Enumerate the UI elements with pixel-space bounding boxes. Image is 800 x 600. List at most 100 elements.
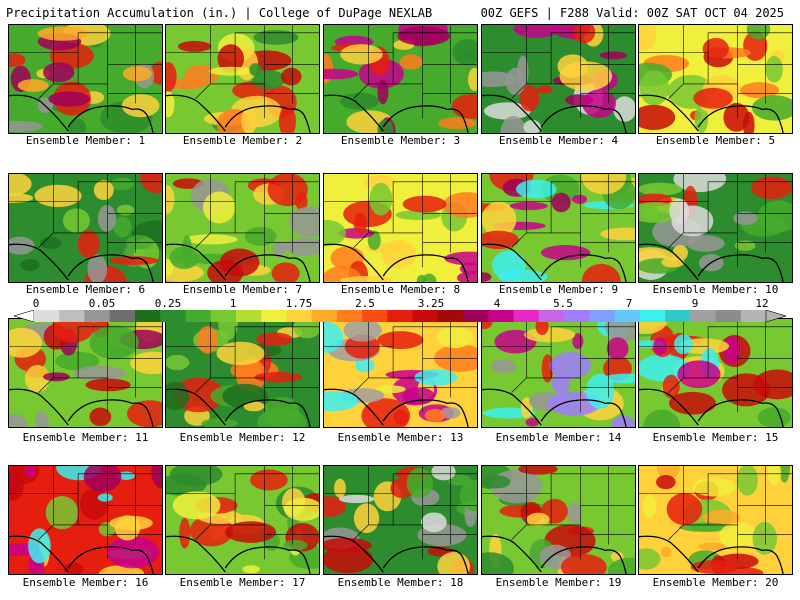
ensemble-member-label: Ensemble Member: 20 bbox=[652, 576, 779, 589]
colorbar-segment bbox=[160, 310, 186, 322]
precip-area bbox=[669, 391, 716, 415]
precip-area bbox=[523, 119, 541, 133]
precip-area bbox=[765, 55, 783, 83]
precip-area bbox=[25, 466, 36, 478]
ensemble-member-label: Ensemble Member: 19 bbox=[495, 576, 622, 589]
precip-area bbox=[108, 256, 159, 266]
precip-area bbox=[87, 254, 108, 282]
precip-area bbox=[572, 194, 588, 204]
state-border bbox=[9, 32, 162, 53]
precip-area bbox=[694, 103, 709, 133]
precip-area bbox=[52, 319, 95, 343]
precip-area bbox=[126, 400, 162, 427]
precip-area bbox=[661, 257, 685, 268]
precip-area bbox=[169, 466, 223, 487]
colorbar-segment bbox=[538, 310, 565, 322]
precip-area bbox=[505, 67, 526, 96]
state-border bbox=[9, 326, 162, 347]
chart-title: Precipitation Accumulation (in.) | Colle… bbox=[6, 6, 433, 20]
state-border bbox=[166, 326, 319, 347]
precip-area bbox=[752, 521, 777, 555]
precip-area bbox=[377, 79, 389, 105]
state-border bbox=[166, 181, 319, 202]
precip-area bbox=[482, 201, 517, 238]
precip-area bbox=[324, 219, 346, 247]
precip-area bbox=[218, 319, 238, 341]
colorbar-segment bbox=[513, 310, 540, 322]
precip-area bbox=[45, 496, 79, 530]
precip-map bbox=[9, 25, 162, 133]
precip-area bbox=[9, 53, 26, 67]
precip-area bbox=[179, 517, 191, 549]
precip-area bbox=[166, 258, 174, 277]
precip-area bbox=[482, 475, 511, 489]
precip-area bbox=[85, 378, 131, 392]
precip-area bbox=[399, 54, 423, 70]
state-border bbox=[324, 181, 477, 202]
state-border bbox=[707, 493, 738, 526]
state-border bbox=[482, 473, 635, 494]
precip-area bbox=[283, 539, 308, 551]
colorbar-segment bbox=[362, 310, 388, 322]
precip-area bbox=[40, 236, 62, 250]
state-border bbox=[482, 181, 635, 202]
precip-area bbox=[369, 182, 393, 216]
state-border bbox=[324, 473, 477, 494]
state-border bbox=[668, 524, 709, 540]
precip-map bbox=[639, 466, 792, 574]
precip-area bbox=[363, 174, 396, 189]
precip-area bbox=[452, 38, 477, 66]
precip-area bbox=[751, 176, 792, 200]
precip-area bbox=[354, 358, 375, 373]
precip-area bbox=[540, 244, 591, 261]
precip-area bbox=[340, 92, 380, 110]
precip-area bbox=[343, 319, 382, 342]
colorbar-segment bbox=[34, 310, 60, 322]
precip-area bbox=[549, 351, 591, 380]
state-border bbox=[639, 473, 792, 494]
precip-area bbox=[9, 469, 24, 501]
precip-area bbox=[639, 104, 676, 130]
ensemble-member-label: Ensemble Member: 13 bbox=[337, 431, 464, 444]
colorbar-max-arrow bbox=[765, 310, 786, 322]
precip-area bbox=[402, 195, 447, 213]
precip-area bbox=[525, 417, 540, 427]
colorbar-segment bbox=[261, 310, 287, 322]
precip-area bbox=[272, 240, 286, 258]
precip-area bbox=[722, 373, 771, 407]
precip-area bbox=[692, 477, 736, 497]
state-border bbox=[38, 377, 79, 393]
precip-area bbox=[116, 204, 135, 216]
precip-area bbox=[24, 365, 50, 393]
precip-area bbox=[324, 321, 344, 353]
precip-area bbox=[524, 327, 576, 343]
state-border bbox=[707, 346, 738, 379]
colorbar-segment bbox=[59, 310, 85, 322]
state-border bbox=[353, 524, 394, 540]
colorbar-segment bbox=[488, 310, 515, 322]
precip-area bbox=[607, 557, 635, 574]
precip-area bbox=[431, 466, 456, 481]
colorbar-segment bbox=[336, 310, 363, 322]
colorbar-segment bbox=[740, 310, 767, 322]
colorbar-segment bbox=[690, 310, 717, 322]
colorbar-tick-label: 0.25 bbox=[154, 297, 182, 310]
precip-area bbox=[719, 522, 758, 549]
precip-map bbox=[639, 319, 792, 427]
precip-area bbox=[338, 494, 375, 504]
precip-area bbox=[767, 466, 782, 486]
precip-area bbox=[140, 174, 162, 194]
precip-area bbox=[79, 488, 109, 520]
precip-area bbox=[256, 332, 293, 346]
ensemble-map-panel bbox=[165, 318, 320, 428]
colorbar-segment bbox=[387, 310, 414, 322]
precip-area bbox=[122, 66, 152, 82]
precip-area bbox=[639, 182, 683, 196]
colorbar-segment bbox=[412, 310, 439, 322]
precip-area bbox=[610, 415, 635, 427]
precip-area bbox=[271, 262, 300, 282]
precip-area bbox=[340, 44, 383, 65]
colorbar-tick-label: 0.05 bbox=[88, 297, 116, 310]
precip-area bbox=[251, 70, 286, 90]
ensemble-map-panel bbox=[165, 173, 320, 283]
